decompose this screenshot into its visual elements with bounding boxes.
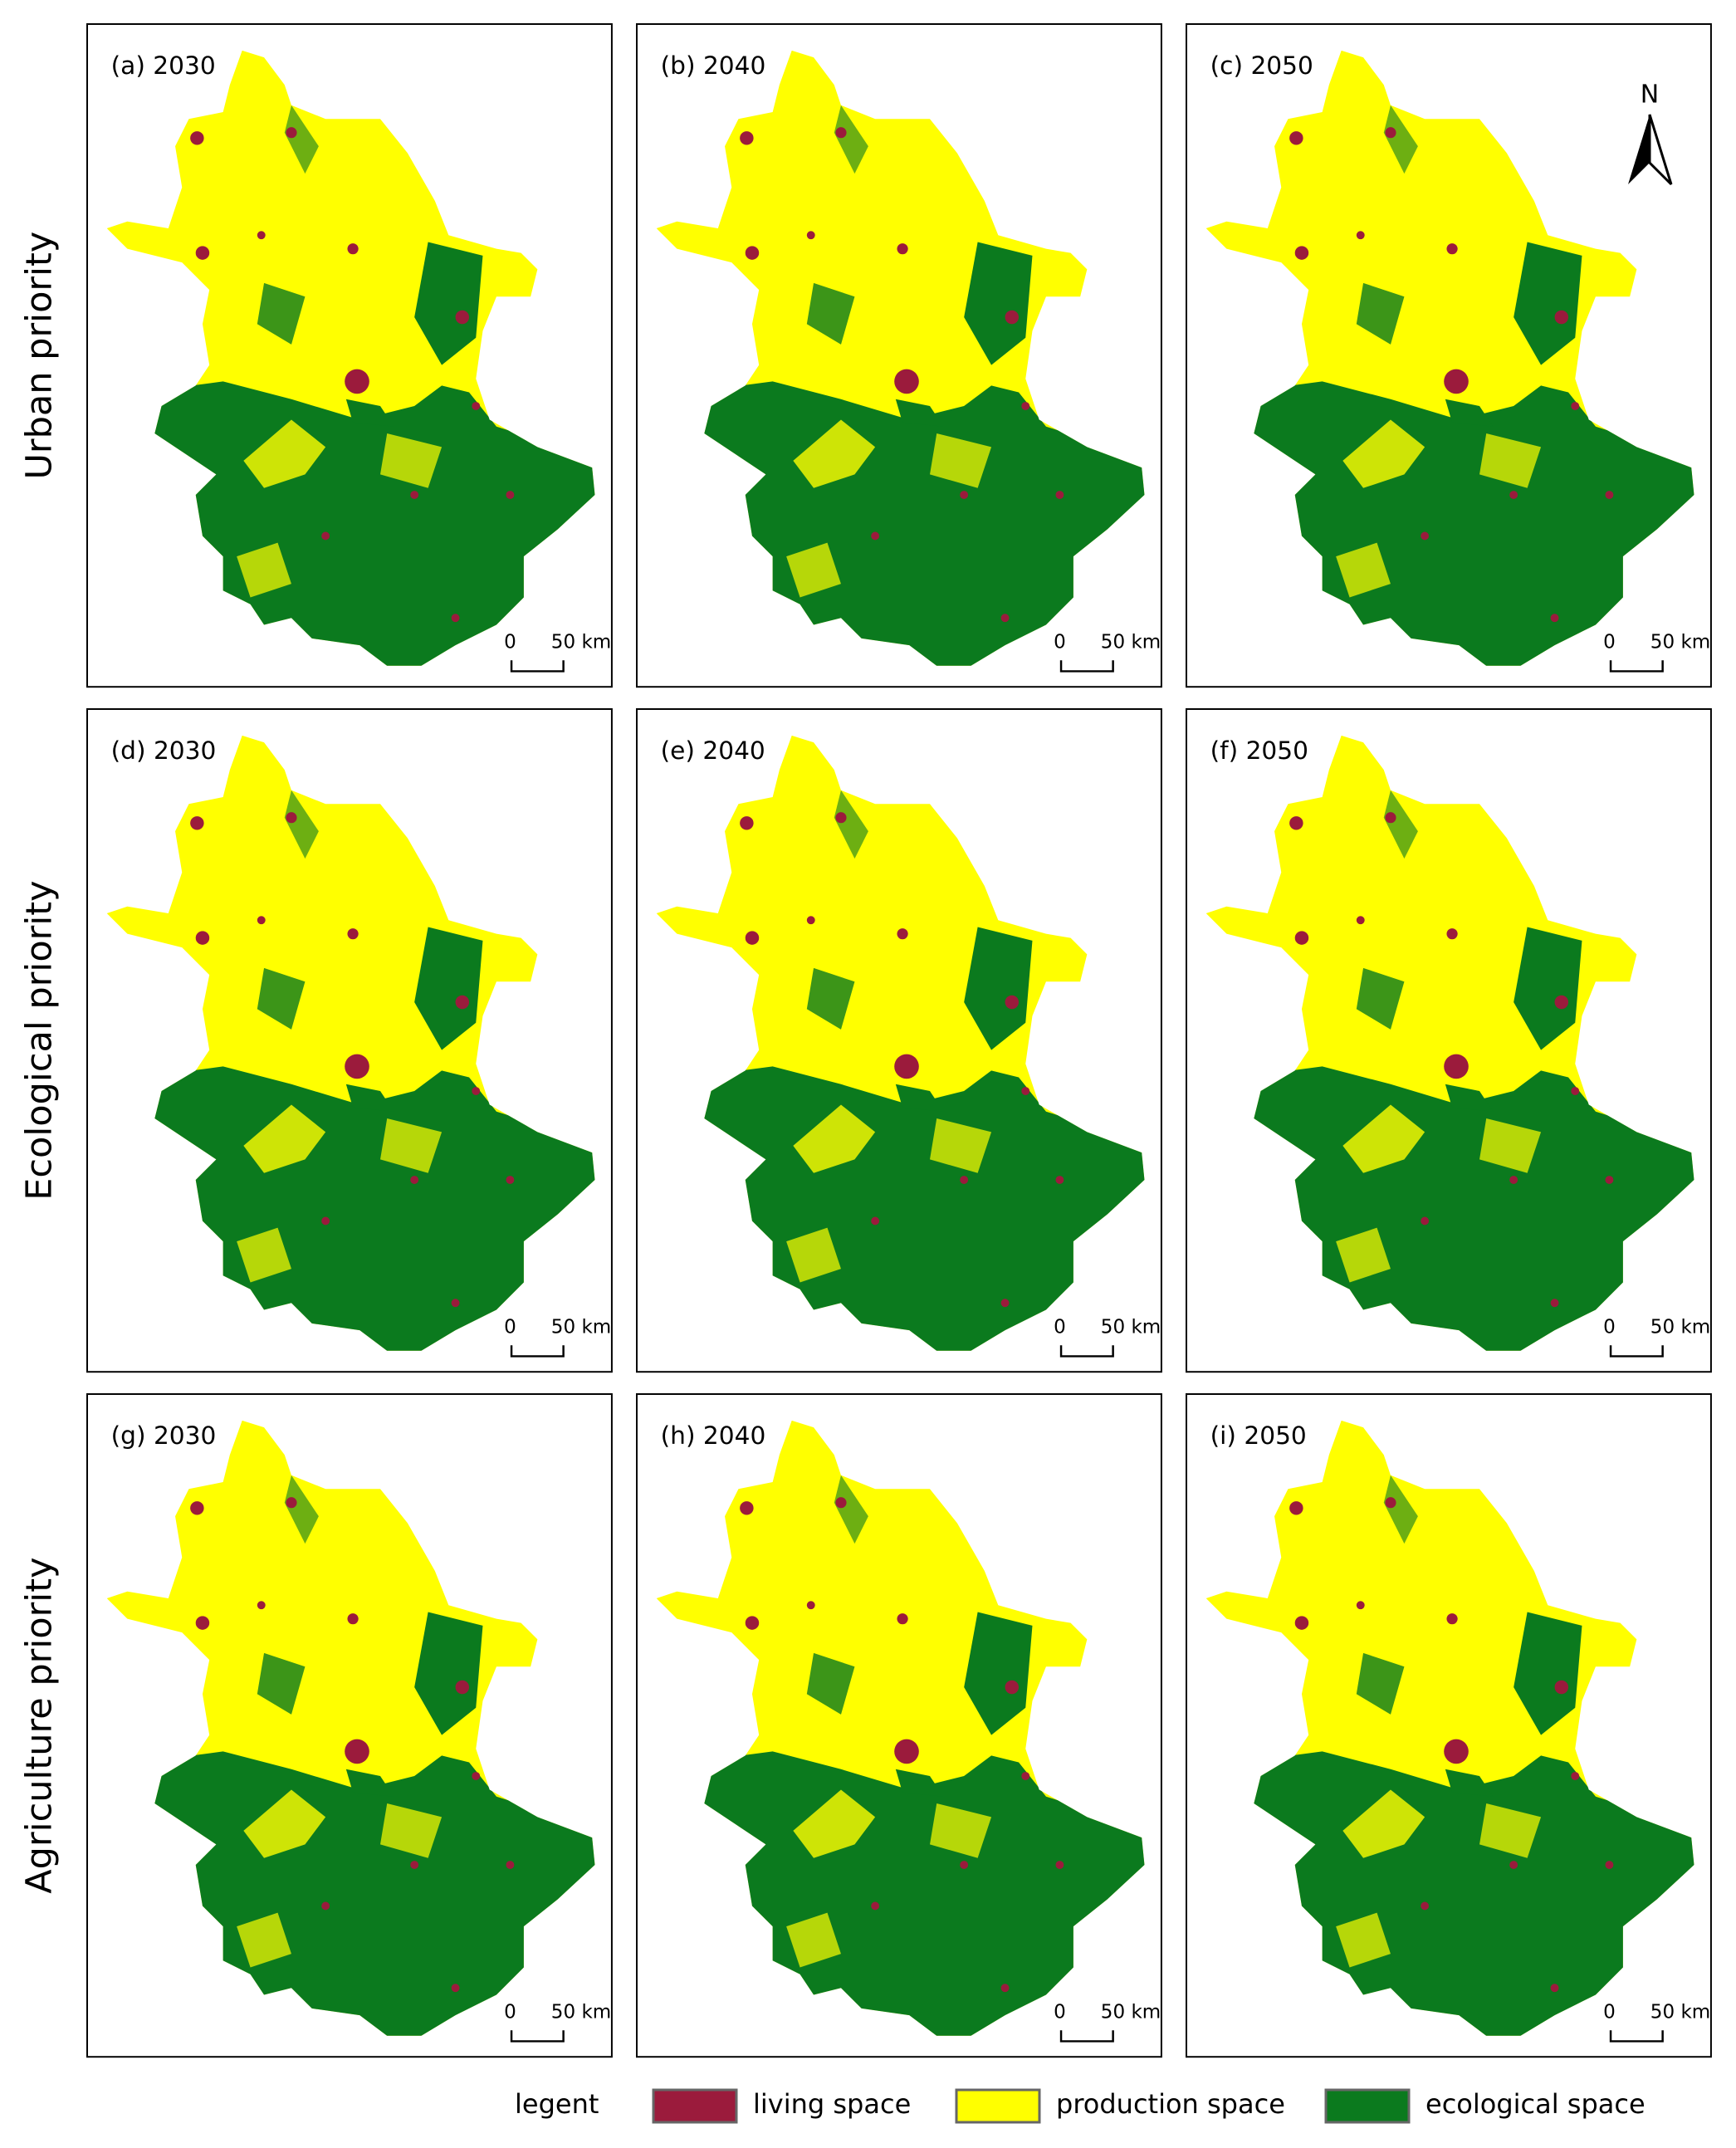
scale-distance: 50 km: [551, 631, 611, 653]
map-panel: (b) 2040 0 50 km: [636, 23, 1162, 693]
scale-zero: 0: [1603, 631, 1616, 653]
scale-zero: 0: [1054, 1316, 1066, 1338]
scale-bar: [1609, 1345, 1664, 1358]
province-map: [86, 23, 613, 693]
legend-swatch: [652, 2088, 738, 2124]
panel-label: (f) 2050: [1210, 736, 1308, 765]
province-map: [86, 1393, 613, 2063]
panel-frame: [86, 1393, 613, 2058]
scale-zero: 0: [1603, 2001, 1616, 2023]
row-label: Ecological priority: [19, 880, 61, 1200]
scale-zero: 0: [504, 2001, 516, 2023]
map-panel: (d) 2030 0 50 km: [86, 708, 613, 1378]
north-arrow-left: [1628, 115, 1650, 184]
map-panel: (a) 2030 0 50 km: [86, 23, 613, 693]
scale-bar: [1609, 660, 1664, 673]
legend-label: living space: [753, 2088, 911, 2120]
province-map: [1186, 1393, 1712, 2063]
scale-bar: [1059, 660, 1114, 673]
scale-distance: 50 km: [1650, 631, 1710, 653]
legend-title: legent: [515, 2088, 599, 2120]
scale-zero: 0: [1054, 2001, 1066, 2023]
north-label: N: [1641, 81, 1659, 110]
panel-frame: [1186, 1393, 1712, 2058]
scale-zero: 0: [1603, 1316, 1616, 1338]
map-panel: (f) 2050 0 50 km: [1186, 708, 1712, 1378]
north-arrow-right: [1648, 114, 1673, 186]
map-panel: (e) 2040 0 50 km: [636, 708, 1162, 1378]
panel-frame: [636, 1393, 1162, 2058]
legend-swatch: [955, 2088, 1041, 2124]
scale-zero: 0: [504, 1316, 516, 1338]
panel-frame: [86, 708, 613, 1373]
scale-bar: [510, 1345, 565, 1358]
north-arrow: N: [1628, 81, 1673, 186]
panel-frame: [1186, 708, 1712, 1373]
panel-frame: [636, 708, 1162, 1373]
panel-frame: [636, 23, 1162, 688]
scale-bar: [510, 660, 565, 673]
panel-label: (d) 2030: [111, 736, 217, 765]
panel-label: (c) 2050: [1210, 51, 1313, 80]
scale-distance: 50 km: [1101, 631, 1161, 653]
map-panel: (h) 2040 0 50 km: [636, 1393, 1162, 2063]
scale-distance: 50 km: [1650, 1316, 1710, 1338]
province-map: [86, 708, 613, 1378]
legend-label: production space: [1056, 2088, 1285, 2120]
panel-label: (e) 2040: [661, 736, 765, 765]
legend-swatch: [1324, 2088, 1411, 2124]
row-label: Urban priority: [19, 232, 61, 480]
province-map: [636, 23, 1162, 693]
panel-label: (i) 2050: [1210, 1421, 1307, 1450]
scale-bar: [1609, 2030, 1664, 2043]
scale-distance: 50 km: [1101, 1316, 1161, 1338]
panel-label: (h) 2040: [661, 1421, 766, 1450]
panel-label: (g) 2030: [111, 1421, 217, 1450]
scale-distance: 50 km: [1650, 2001, 1710, 2023]
legend-label: ecological space: [1425, 2088, 1646, 2120]
panel-label: (b) 2040: [661, 51, 766, 80]
scale-bar: [510, 2030, 565, 2043]
province-map: [636, 708, 1162, 1378]
panel-frame: [86, 23, 613, 688]
row-label: Agriculture priority: [19, 1557, 61, 1893]
panel-label: (a) 2030: [111, 51, 216, 80]
province-map: [1186, 23, 1712, 693]
scale-zero: 0: [1054, 631, 1066, 653]
scale-distance: 50 km: [551, 1316, 611, 1338]
province-map: [1186, 708, 1712, 1378]
scale-distance: 50 km: [551, 2001, 611, 2023]
map-panel: (g) 2030 0 50 km: [86, 1393, 613, 2063]
scale-distance: 50 km: [1101, 2001, 1161, 2023]
province-map: [636, 1393, 1162, 2063]
panel-frame: [1186, 23, 1712, 688]
scale-bar: [1059, 1345, 1114, 1358]
scale-bar: [1059, 2030, 1114, 2043]
scale-zero: 0: [504, 631, 516, 653]
map-panel: (i) 2050 0 50 km: [1186, 1393, 1712, 2063]
map-panel: (c) 2050 0 50 km: [1186, 23, 1712, 693]
